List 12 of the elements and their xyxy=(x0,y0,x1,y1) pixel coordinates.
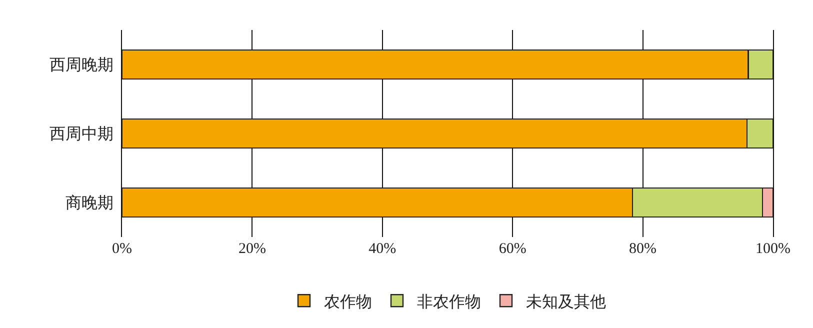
y-tick-label: 西周晚期 xyxy=(50,56,114,74)
x-tick-label: 60% xyxy=(498,241,526,257)
x-tick-label: 20% xyxy=(238,241,266,257)
x-tick-label: 100% xyxy=(756,241,790,257)
legend-label: 非农作物 xyxy=(417,292,481,311)
x-tick-label: 40% xyxy=(368,241,396,257)
legend-label: 农作物 xyxy=(324,294,372,311)
x-tick-label: 0% xyxy=(112,241,132,257)
y-tick-label: 西周中期 xyxy=(50,125,114,144)
legend-label: 未知及其他 xyxy=(526,292,606,311)
y-tick-label: 商晚期 xyxy=(66,194,114,212)
x-tick-label: 80% xyxy=(629,241,657,257)
